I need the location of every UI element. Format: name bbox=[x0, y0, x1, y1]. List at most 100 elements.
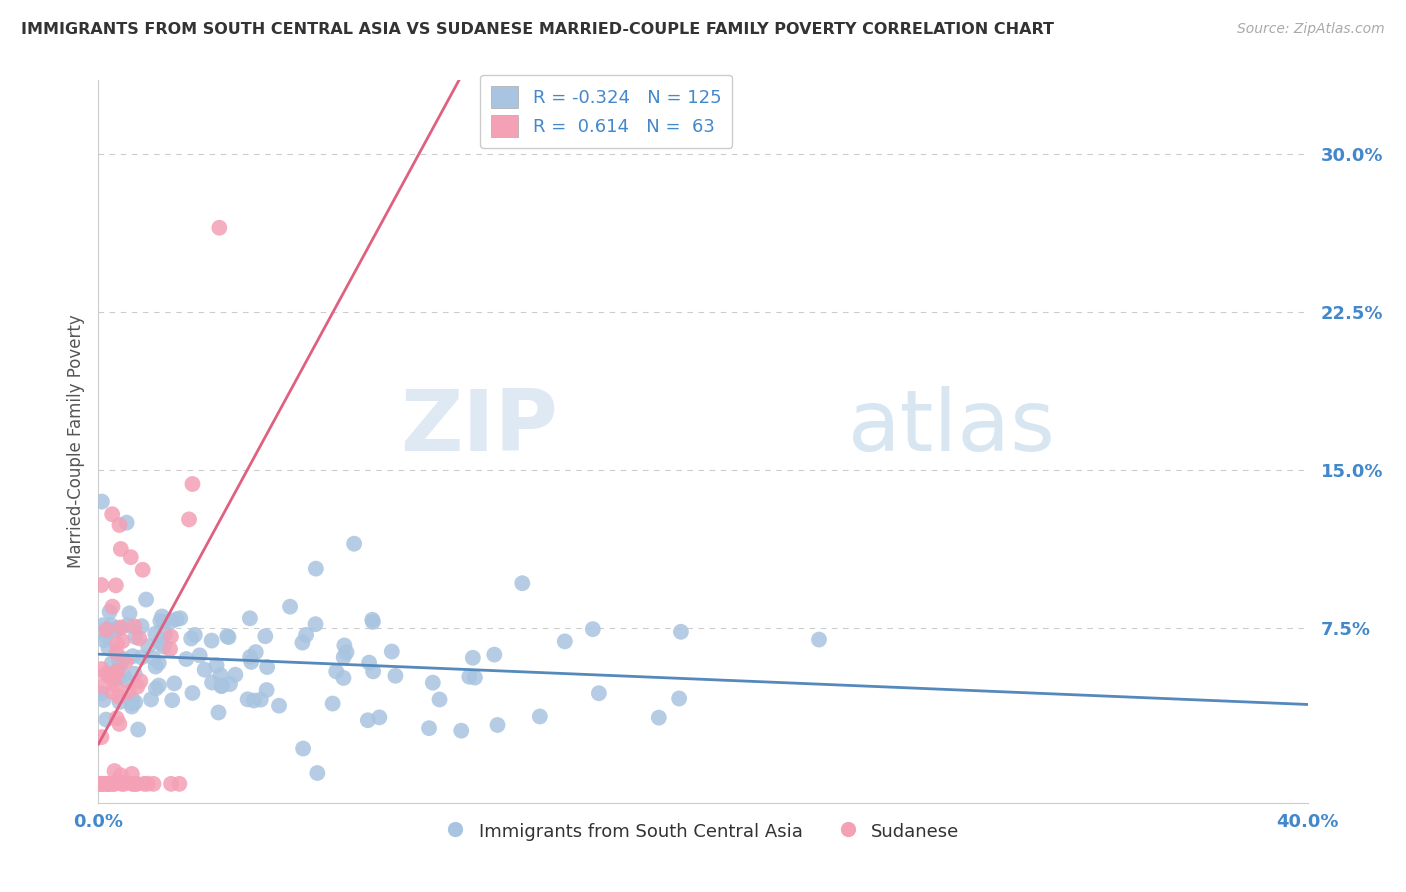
Point bbox=[224, 667, 246, 681]
Point bbox=[107, 621, 129, 635]
Point bbox=[90, 662, 112, 676]
Point bbox=[105, 637, 128, 651]
Point bbox=[145, 659, 167, 673]
Point bbox=[101, 599, 124, 614]
Point bbox=[100, 623, 122, 637]
Point bbox=[117, 618, 139, 632]
Point bbox=[101, 507, 124, 521]
Point bbox=[243, 693, 266, 707]
Point bbox=[145, 681, 167, 696]
Point bbox=[150, 609, 173, 624]
Point bbox=[669, 624, 692, 639]
Point bbox=[97, 777, 120, 791]
Point bbox=[112, 777, 135, 791]
Point bbox=[201, 675, 224, 690]
Point bbox=[160, 777, 183, 791]
Point bbox=[129, 674, 152, 689]
Point bbox=[93, 693, 115, 707]
Point bbox=[148, 656, 170, 670]
Y-axis label: Married-Couple Family Poverty: Married-Couple Family Poverty bbox=[66, 315, 84, 568]
Point bbox=[91, 679, 114, 693]
Point bbox=[207, 706, 229, 720]
Point bbox=[150, 632, 173, 647]
Point bbox=[256, 683, 278, 698]
Legend: Immigrants from South Central Asia, Sudanese: Immigrants from South Central Asia, Suda… bbox=[439, 814, 967, 848]
Point bbox=[486, 718, 509, 732]
Point bbox=[131, 619, 153, 633]
Point bbox=[194, 663, 217, 677]
Point bbox=[343, 537, 366, 551]
Point bbox=[208, 220, 231, 235]
Point bbox=[333, 639, 356, 653]
Point bbox=[125, 777, 148, 791]
Point bbox=[153, 615, 176, 629]
Point bbox=[110, 620, 132, 634]
Point bbox=[118, 684, 141, 698]
Point bbox=[648, 711, 671, 725]
Point bbox=[236, 692, 259, 706]
Point bbox=[136, 777, 159, 791]
Point bbox=[96, 629, 118, 643]
Point bbox=[91, 618, 114, 632]
Point bbox=[131, 563, 153, 577]
Point bbox=[361, 665, 384, 679]
Point bbox=[325, 665, 347, 679]
Point bbox=[245, 645, 267, 659]
Point bbox=[104, 777, 127, 791]
Point bbox=[142, 777, 165, 791]
Point bbox=[134, 777, 156, 791]
Point bbox=[121, 649, 143, 664]
Point bbox=[90, 777, 112, 791]
Point bbox=[97, 777, 120, 791]
Point bbox=[322, 697, 344, 711]
Text: ZIP: ZIP bbox=[401, 385, 558, 468]
Point bbox=[160, 693, 183, 707]
Point bbox=[169, 611, 191, 625]
Point bbox=[97, 777, 120, 791]
Point bbox=[108, 690, 131, 704]
Point bbox=[588, 686, 610, 700]
Point bbox=[332, 650, 354, 665]
Point bbox=[554, 634, 576, 648]
Point bbox=[105, 646, 128, 660]
Point bbox=[112, 668, 135, 682]
Point bbox=[218, 630, 240, 644]
Point bbox=[139, 692, 162, 706]
Point bbox=[359, 656, 381, 670]
Point bbox=[124, 695, 146, 709]
Point bbox=[155, 626, 177, 640]
Point bbox=[112, 652, 135, 666]
Point bbox=[115, 654, 138, 668]
Point bbox=[131, 650, 153, 665]
Point bbox=[153, 640, 176, 654]
Point bbox=[127, 680, 149, 694]
Point bbox=[384, 669, 406, 683]
Point bbox=[464, 671, 486, 685]
Point bbox=[94, 713, 117, 727]
Point bbox=[100, 777, 122, 791]
Point bbox=[90, 494, 112, 508]
Point bbox=[165, 612, 187, 626]
Point bbox=[104, 624, 127, 638]
Point bbox=[100, 657, 122, 671]
Point bbox=[174, 652, 197, 666]
Point bbox=[484, 648, 506, 662]
Point bbox=[149, 614, 172, 628]
Point bbox=[217, 629, 239, 643]
Point bbox=[90, 777, 112, 791]
Text: IMMIGRANTS FROM SOUTH CENTRAL ASIA VS SUDANESE MARRIED-COUPLE FAMILY POVERTY COR: IMMIGRANTS FROM SOUTH CENTRAL ASIA VS SU… bbox=[21, 22, 1054, 37]
Point bbox=[160, 630, 183, 644]
Point bbox=[205, 658, 228, 673]
Point bbox=[124, 666, 146, 681]
Point bbox=[582, 622, 605, 636]
Point bbox=[368, 710, 391, 724]
Point bbox=[180, 632, 202, 646]
Point bbox=[181, 477, 204, 491]
Point bbox=[93, 633, 115, 648]
Point bbox=[256, 660, 278, 674]
Point bbox=[184, 628, 207, 642]
Point bbox=[135, 592, 157, 607]
Point bbox=[295, 628, 318, 642]
Point bbox=[125, 777, 148, 791]
Point bbox=[128, 632, 150, 646]
